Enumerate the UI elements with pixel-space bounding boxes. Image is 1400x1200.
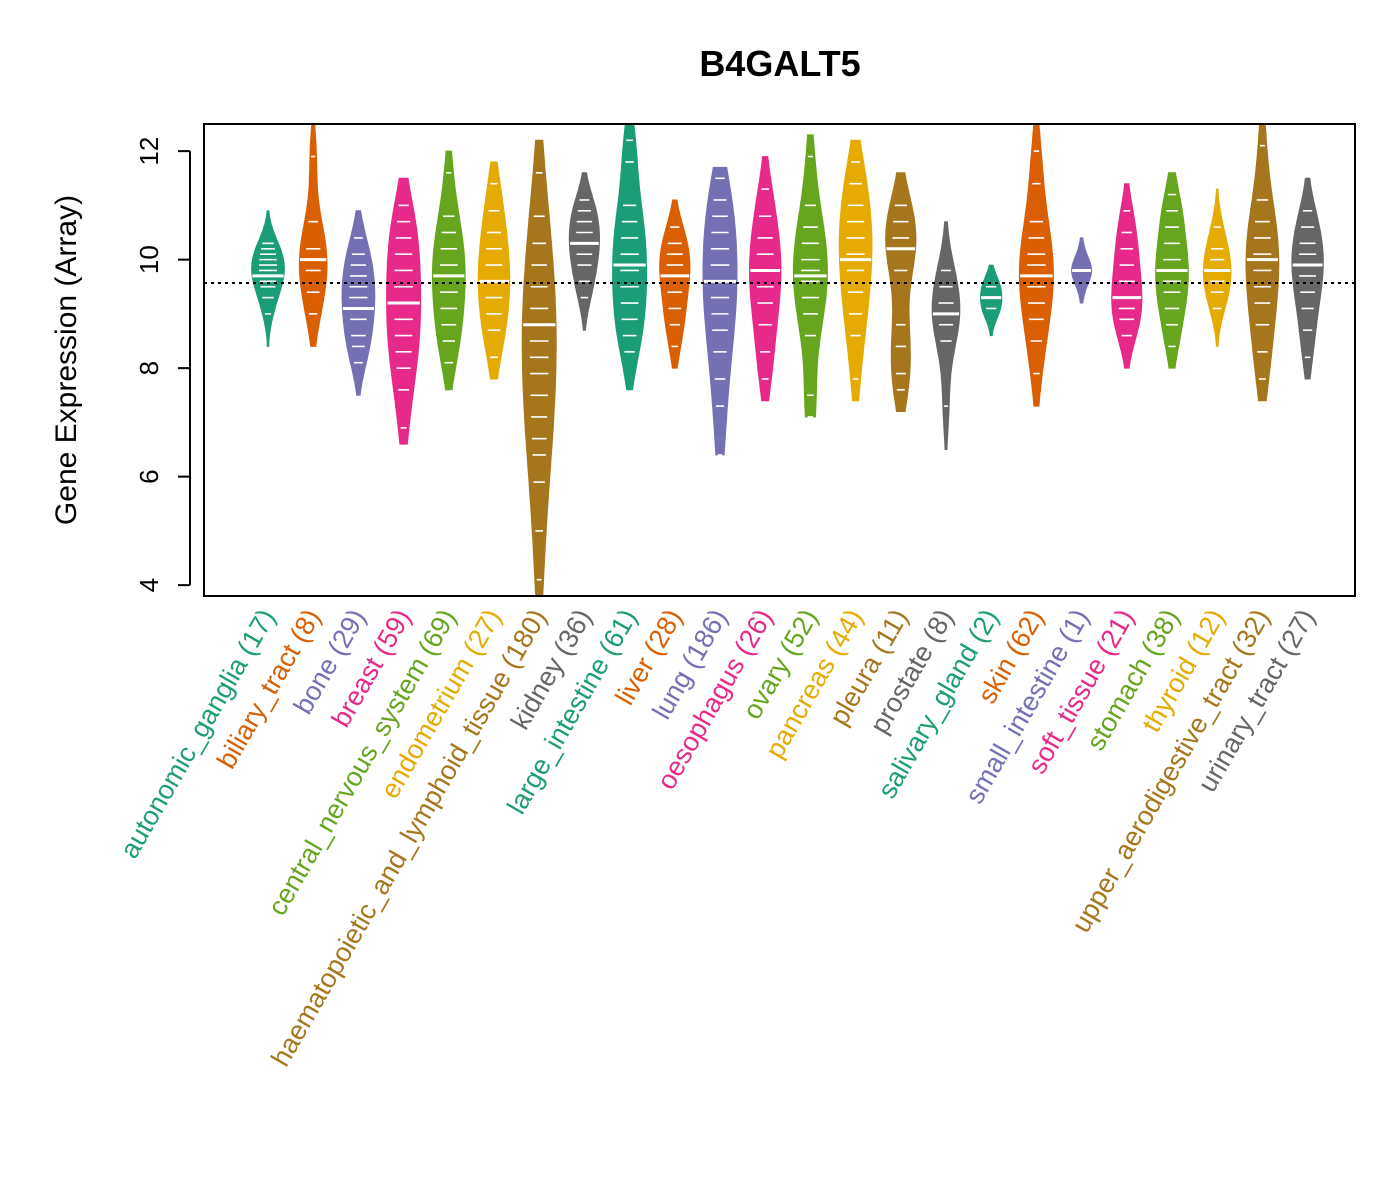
bean-10	[702, 166, 738, 456]
bean-19	[1111, 183, 1143, 369]
x-tick-labels: autonomic_ganglia (17)biliary_tract (8)b…	[114, 604, 1321, 1071]
bean-shape	[702, 166, 738, 456]
bean-3	[386, 177, 422, 445]
bean-5	[477, 161, 511, 380]
bean-9	[659, 199, 691, 369]
bean-15	[931, 221, 961, 450]
bean-4	[431, 150, 466, 391]
bean-16	[980, 264, 1003, 337]
y-axis-label: Gene Expression (Array)	[50, 195, 83, 525]
bean-20	[1155, 172, 1189, 369]
y-tick-label: 8	[134, 361, 164, 375]
y-tick-label: 6	[134, 469, 164, 483]
bean-23	[1291, 177, 1324, 380]
bean-shape	[980, 264, 1003, 337]
bean-shape	[1245, 123, 1280, 402]
bean-shape	[568, 172, 600, 331]
bean-shape	[431, 150, 466, 391]
bean-shape	[885, 172, 917, 412]
bean-shape	[931, 221, 961, 450]
bean-6	[521, 139, 557, 597]
bean-22	[1245, 123, 1280, 402]
bean-8	[612, 123, 648, 391]
bean-shape	[1291, 177, 1324, 380]
bean-11	[749, 156, 782, 402]
bean-shape	[521, 139, 557, 597]
bean-14	[885, 172, 917, 412]
y-tick-label: 12	[134, 137, 164, 166]
bean-shape	[386, 177, 422, 445]
beans-layer	[251, 123, 1324, 597]
bean-shape	[1111, 183, 1143, 369]
bean-7	[568, 172, 600, 331]
bean-13	[838, 139, 873, 402]
chart-title: B4GALT5	[699, 43, 860, 84]
bean-0	[251, 210, 285, 347]
y-tick-label: 4	[134, 578, 164, 592]
bean-shape	[298, 123, 328, 347]
bean-18	[1071, 237, 1093, 304]
y-axis: 4 6 8 10 12	[134, 137, 191, 592]
bean-shape	[612, 123, 648, 391]
bean-shape	[749, 156, 782, 402]
bean-17	[1018, 123, 1054, 407]
bean-12	[792, 134, 828, 418]
bean-shape	[659, 199, 691, 369]
bean-shape	[477, 161, 511, 380]
bean-2	[341, 210, 376, 396]
bean-1	[298, 123, 328, 347]
bean-shape	[251, 210, 285, 347]
plot-frame	[203, 123, 1356, 597]
bean-21	[1202, 188, 1232, 347]
y-tick-label: 10	[134, 245, 164, 274]
bean-shape	[1202, 188, 1232, 347]
bean-shape	[341, 210, 376, 396]
